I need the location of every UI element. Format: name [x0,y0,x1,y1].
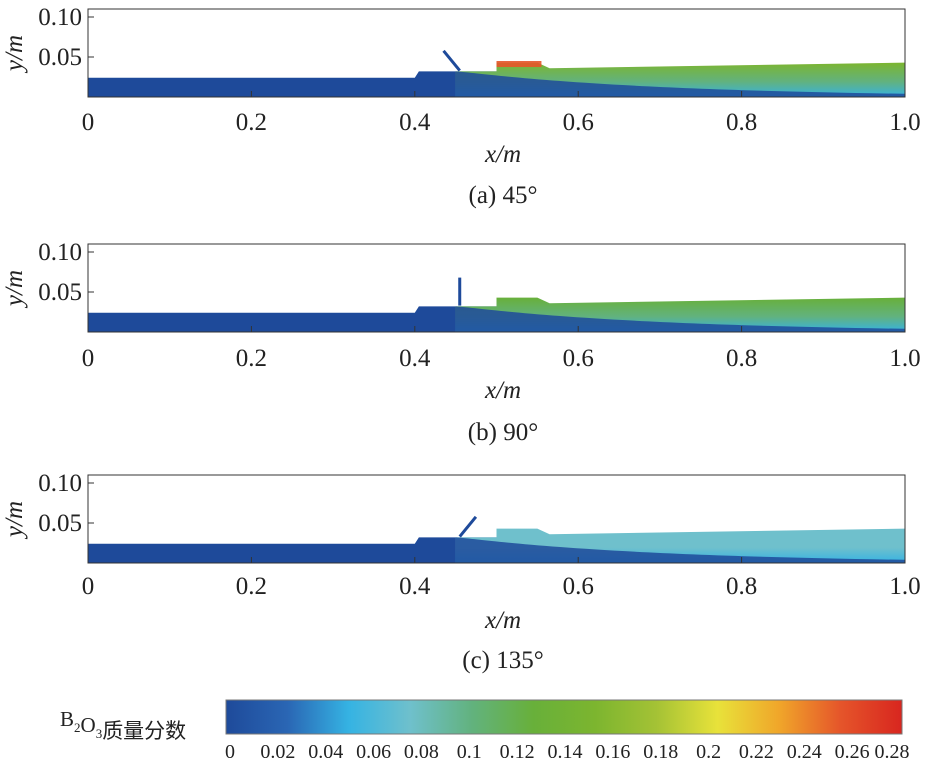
colorbar-label-part: 2 [74,720,81,735]
y-tick-label: 0.05 [38,44,82,71]
colorbar-tick-label: 0.2 [696,741,721,763]
plot-frame [87,8,906,98]
x-tick-label: 0.8 [726,109,757,136]
colorbar-tick-label: 0.28 [875,741,910,763]
colorbar-label-part: O [81,713,96,737]
colorbar-tick-label: 0.22 [739,741,774,763]
colorbar-tick-label: 0.02 [260,741,295,763]
x-tick-label: 0.6 [563,345,594,372]
x-tick-label: 0.2 [236,573,267,600]
incoming-flow [455,537,905,563]
y-axis-label: y/m [1,270,28,309]
inlet-pipe [458,515,478,538]
colorbar-tick-label: 0.12 [500,741,535,763]
y-tick-label: 0.10 [38,239,82,266]
colorbar-label-part: 3 [96,726,103,741]
x-tick-label: 0.4 [399,109,431,136]
x-tick-label: 0.8 [726,573,757,600]
x-axis-label: x/m [484,141,521,168]
x-tick-label: 0.6 [563,109,594,136]
colorbar-tick-label: 0.04 [308,741,343,763]
upstream-channel [88,537,497,563]
colorbar-tick-label: 0.06 [356,741,391,763]
incoming-flow [455,71,905,97]
colorbar-tick-label: 0.14 [548,741,583,763]
x-tick-label: 0.2 [236,345,267,372]
x-tick-label: 0.2 [236,109,267,136]
colorbar-tick-label: 0.08 [404,741,439,763]
x-tick-label: 0.6 [563,573,594,600]
colorbar-label-part: B [60,707,74,731]
colorbar-tick-label: 0.18 [643,741,678,763]
colorbar-gradient [225,699,903,735]
colorbar-tick-label: 0.26 [835,741,870,763]
x-tick-label: 0 [82,345,95,372]
plot-frame [87,474,906,564]
panel-caption: (b) 90° [468,419,538,446]
x-tick-label: 0.8 [726,345,757,372]
upstream-channel [88,71,497,97]
plot-frame [87,243,906,333]
incoming-flow [455,306,905,332]
inlet-pipe [442,49,461,72]
y-tick-label: 0.10 [38,470,82,497]
x-axis-label: x/m [484,607,521,634]
colorbar-tick-label: 0.24 [787,741,822,763]
x-tick-label: 0 [82,109,95,136]
colorbar-tick-label: 0 [225,741,235,763]
hot-spot [496,61,542,67]
panel-caption: (a) 45° [469,182,538,209]
colorbar: B2O3质量分数 0 0.02 0.04 0.06 0.08 0.1 0.12 0.14 0.16… [60,699,910,763]
panel-caption: (c) 135° [462,647,544,674]
x-tick-label: 0 [82,573,95,600]
x-axis-label: x/m [484,377,521,404]
colorbar-label: B2O3质量分数 [60,707,186,743]
panel-2: 0 0.2 0.4 0.6 0.8 1.0 0.05 0.10 y/m x/m (c) 135° [1,470,921,674]
x-tick-label: 1.0 [889,345,920,372]
y-tick-label: 0.05 [38,279,82,306]
x-tick-label: 0.4 [399,573,431,600]
upstream-channel [88,306,497,332]
y-axis-label: y/m [1,501,28,540]
y-tick-label: 0.05 [38,510,82,537]
x-tick-label: 0.4 [399,345,431,372]
panel-1: 0 0.2 0.4 0.6 0.8 1.0 0.05 0.10 y/m x/m (b) 90° [1,239,921,446]
x-tick-label: 1.0 [889,573,920,600]
colorbar-tick-label: 0.1 [457,741,482,763]
colorbar-tick-label: 0.16 [595,741,630,763]
y-tick-label: 0.10 [38,4,82,31]
y-axis-label: y/m [1,35,28,74]
x-tick-label: 1.0 [889,109,920,136]
colorbar-label-part: 质量分数 [102,719,186,743]
panel-0: 0 0.2 0.4 0.6 0.8 1.0 0.05 0.10 y/m x/m (a) 45° [1,4,921,209]
